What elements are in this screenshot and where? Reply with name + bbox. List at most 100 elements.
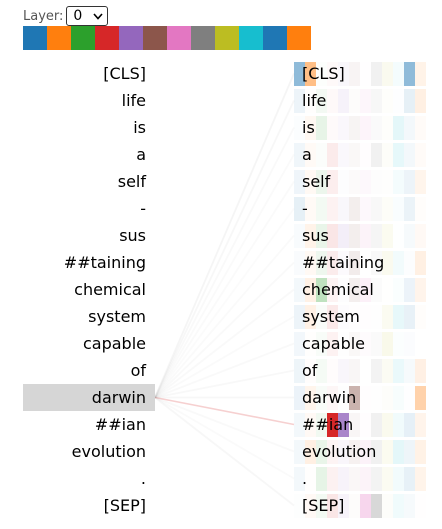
left-token[interactable]: chemical xyxy=(74,280,146,299)
attention-line xyxy=(154,369,295,399)
head-swatch-9[interactable] xyxy=(239,26,263,50)
attention-block xyxy=(371,116,382,140)
attention-block xyxy=(393,359,404,383)
attention-block xyxy=(294,359,305,383)
left-token[interactable]: [SEP] xyxy=(103,496,146,515)
attention-block xyxy=(327,359,338,383)
left-token[interactable]: self xyxy=(117,172,146,191)
attention-block xyxy=(360,224,371,248)
right-token[interactable]: darwin xyxy=(302,388,357,407)
head-swatch-1[interactable] xyxy=(47,26,71,50)
left-token[interactable]: [CLS] xyxy=(103,64,146,83)
left-token[interactable]: capable xyxy=(82,334,146,353)
attention-block xyxy=(316,170,327,194)
left-token[interactable]: evolution xyxy=(71,442,146,461)
attention-block xyxy=(294,170,305,194)
attention-block xyxy=(415,224,426,248)
left-token[interactable]: sus xyxy=(119,226,146,245)
head-swatch-11[interactable] xyxy=(287,26,311,50)
attention-block xyxy=(393,494,404,518)
attention-block xyxy=(360,62,371,86)
head-swatch-10[interactable] xyxy=(263,26,287,50)
head-swatch-6[interactable] xyxy=(167,26,191,50)
attention-block xyxy=(415,62,426,86)
attention-block xyxy=(294,467,305,491)
attention-block xyxy=(415,170,426,194)
attention-block xyxy=(371,467,382,491)
attention-line xyxy=(154,288,295,399)
attention-block xyxy=(404,359,415,383)
layer-select[interactable]: 0 xyxy=(66,6,109,26)
attention-block xyxy=(338,143,349,167)
right-token[interactable]: a xyxy=(302,145,312,164)
attention-block xyxy=(327,413,338,437)
attention-line xyxy=(154,396,295,426)
attention-block xyxy=(327,197,338,221)
head-swatch-8[interactable] xyxy=(215,26,239,50)
attention-block xyxy=(371,386,382,410)
left-token[interactable]: . xyxy=(140,469,146,488)
attention-block xyxy=(305,413,316,437)
attention-block xyxy=(415,116,426,140)
attention-block xyxy=(294,413,305,437)
attention-block xyxy=(404,89,415,113)
head-swatch-5[interactable] xyxy=(143,26,167,50)
right-token[interactable]: of xyxy=(302,361,318,380)
attention-block xyxy=(382,278,393,302)
attention-block xyxy=(294,278,305,302)
left-token[interactable]: is xyxy=(133,118,146,137)
attention-block xyxy=(294,332,305,356)
right-token[interactable]: ##ian xyxy=(302,415,354,434)
attention-block xyxy=(305,386,316,410)
attention-block xyxy=(349,413,360,437)
left-token[interactable]: darwin xyxy=(23,384,155,411)
attention-block xyxy=(327,170,338,194)
attention-block xyxy=(404,305,415,329)
attention-block xyxy=(382,251,393,275)
attention-block xyxy=(316,359,327,383)
right-token[interactable]: chemical xyxy=(302,280,374,299)
left-token[interactable]: of xyxy=(130,361,146,380)
left-token[interactable]: - xyxy=(140,199,146,218)
attention-block xyxy=(415,359,426,383)
attention-block xyxy=(360,386,371,410)
left-token[interactable]: system xyxy=(88,307,146,326)
attention-block xyxy=(371,413,382,437)
left-token[interactable]: life xyxy=(121,91,146,110)
head-swatch-3[interactable] xyxy=(95,26,119,50)
attention-block xyxy=(316,413,327,437)
right-token[interactable]: capable xyxy=(302,334,366,353)
right-token[interactable]: is xyxy=(302,118,315,137)
attention-block xyxy=(404,278,415,302)
right-token[interactable]: [CLS] xyxy=(302,64,345,83)
attention-block xyxy=(404,143,415,167)
left-token[interactable]: ##ian xyxy=(94,415,146,434)
attention-line xyxy=(154,261,295,399)
attention-block xyxy=(382,332,393,356)
right-token[interactable]: sus xyxy=(302,226,329,245)
attention-block xyxy=(382,305,393,329)
attention-block xyxy=(316,89,327,113)
attention-block xyxy=(371,143,382,167)
head-swatch-7[interactable] xyxy=(191,26,215,50)
right-token[interactable]: - xyxy=(302,199,308,218)
right-token[interactable]: ##taining xyxy=(302,253,385,272)
right-token[interactable]: . xyxy=(302,469,308,488)
attention-block xyxy=(316,224,327,248)
attention-block xyxy=(415,440,426,464)
left-token[interactable]: ##taining xyxy=(63,253,146,272)
right-token[interactable]: self xyxy=(302,172,331,191)
right-token[interactable]: system xyxy=(302,307,360,326)
right-token[interactable]: evolution xyxy=(302,442,377,461)
right-token[interactable]: [SEP] xyxy=(302,496,345,515)
attention-block xyxy=(349,494,360,518)
head-swatch-2[interactable] xyxy=(71,26,95,50)
head-swatch-0[interactable] xyxy=(23,26,47,50)
attention-block xyxy=(305,440,316,464)
attention-block xyxy=(338,62,349,86)
head-swatch-4[interactable] xyxy=(119,26,143,50)
attention-block xyxy=(393,386,404,410)
left-token[interactable]: a xyxy=(136,145,146,164)
attention-block xyxy=(305,305,316,329)
right-token[interactable]: life xyxy=(302,91,327,110)
